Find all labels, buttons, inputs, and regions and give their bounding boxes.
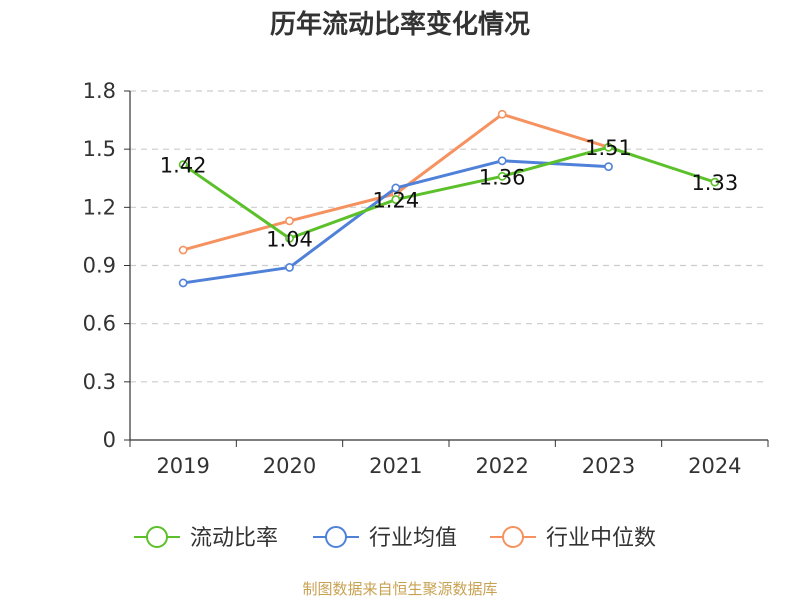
data-point: [178, 278, 188, 288]
legend-circle-icon: [146, 526, 168, 548]
legend-label: 流动比率: [190, 526, 278, 551]
data-point: [497, 156, 507, 166]
series-line-industry_median: [182, 112, 609, 252]
legend-item-industry_avg[interactable]: 行业均值: [313, 526, 457, 551]
legend-circle-icon: [325, 526, 347, 548]
legend: 流动比率 行业均值 行业中位数: [134, 526, 656, 551]
data-point: [285, 263, 294, 272]
y-tick-label: 0.3: [83, 370, 116, 394]
data-label: 1.36: [479, 165, 526, 189]
legend-label: 行业均值: [369, 526, 457, 551]
y-tick-label: 1.5: [83, 137, 116, 161]
y-tick-label: 1.2: [83, 195, 116, 219]
data-point: [285, 233, 294, 243]
legend-circle-icon: [502, 526, 524, 548]
x-tick-label: 2022: [475, 454, 528, 478]
x-tick-label: 2021: [369, 454, 422, 478]
legend-label: 行业中位数: [546, 526, 656, 551]
y-tick-label: 1.8: [83, 79, 116, 103]
data-point: [604, 162, 613, 172]
data-point: [497, 109, 507, 119]
data-labels: 1.42 1.04 1.24 1.36 1.51 1.33: [160, 136, 738, 251]
data-label: 1.04: [266, 227, 313, 251]
data-point: [604, 142, 613, 152]
series-industry_median: [178, 109, 613, 255]
data-label: 1.24: [372, 189, 419, 213]
data-point: [285, 216, 294, 226]
legend-item-industry_median[interactable]: 行业中位数: [490, 526, 656, 551]
x-tick-label: 2020: [263, 454, 316, 478]
series-line-current_ratio: [182, 145, 716, 240]
data-label: 1.51: [585, 136, 632, 160]
grid-lines: [130, 90, 768, 383]
x-tick-label: 2024: [688, 454, 741, 478]
y-tick-label: 0.6: [83, 312, 116, 336]
x-tick-label: 2023: [582, 454, 635, 478]
data-label: 1.33: [691, 171, 738, 195]
series-current_ratio: [178, 142, 720, 243]
legend-item-current_ratio[interactable]: 流动比率: [134, 526, 278, 551]
x-tick-label: 2019: [156, 454, 209, 478]
series-line-industry_avg: [182, 159, 609, 285]
source-note: 制图数据来自恒生聚源数据库: [302, 580, 497, 598]
data-point: [391, 183, 401, 193]
data-point: [391, 195, 401, 204]
y-tick-label: 0.9: [83, 254, 116, 278]
series-industry_avg: [178, 156, 613, 288]
data-point: [710, 177, 720, 187]
chart-title: 历年流动比率变化情况: [270, 9, 530, 40]
data-point: [178, 160, 188, 170]
data-point: [178, 245, 188, 255]
data-point: [497, 171, 507, 181]
series-lines: [178, 109, 720, 288]
axes: 0 0.3 0.6 0.9 1.2 1.5 1.8 2019 2020 2021 2022 2023 2…: [83, 79, 769, 478]
data-label: 1.42: [160, 154, 207, 178]
y-tick-label: 0: [103, 428, 116, 452]
